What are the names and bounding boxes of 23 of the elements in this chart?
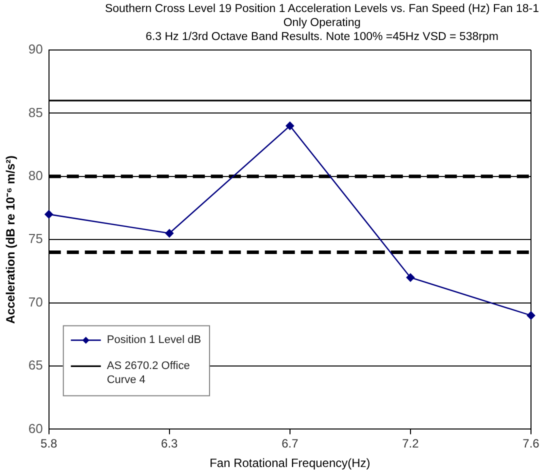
- chart-subtitle: 6.3 Hz 1/3rd Octave Band Results. Note 100% =45Hz VSD = 538rpm: [144, 30, 500, 44]
- y-tick-label: 60: [28, 420, 43, 436]
- point: [526, 311, 536, 320]
- y-axis-title: Acceleration (dB re 10⁻⁶ m/s²): [4, 155, 18, 324]
- point: [286, 122, 294, 130]
- legend-label: Position 1 Level dB: [106, 334, 202, 346]
- chart-title: Southern Cross Level 19 Position 1 Acceleration Levels vs. Fan Speed (Hz) Fan 18-1 Only Operating: [104, 2, 540, 30]
- y-tick-label: 80: [28, 168, 43, 183]
- x-tick-label: 6.7: [282, 436, 299, 451]
- x-axis-title: Fan Rotational Frequency(Hz): [210, 456, 370, 470]
- x-tick-label: 7.2: [402, 436, 420, 451]
- x-tick-label: 6.3: [161, 436, 178, 451]
- y-tick-label: 75: [28, 231, 43, 246]
- legend-label: AS 2670.2 Office Curve 4: [106, 360, 190, 386]
- point: [44, 210, 54, 218]
- y-tick-label: 70: [28, 294, 43, 310]
- y-tick-label: 65: [28, 358, 43, 373]
- y-tick-label: 90: [28, 42, 43, 57]
- point: [406, 273, 415, 282]
- x-tick-label: 5.8: [40, 436, 58, 451]
- y-tick-label: 85: [28, 104, 43, 120]
- x-tick-label: 7.6: [522, 436, 540, 451]
- point: [165, 229, 174, 238]
